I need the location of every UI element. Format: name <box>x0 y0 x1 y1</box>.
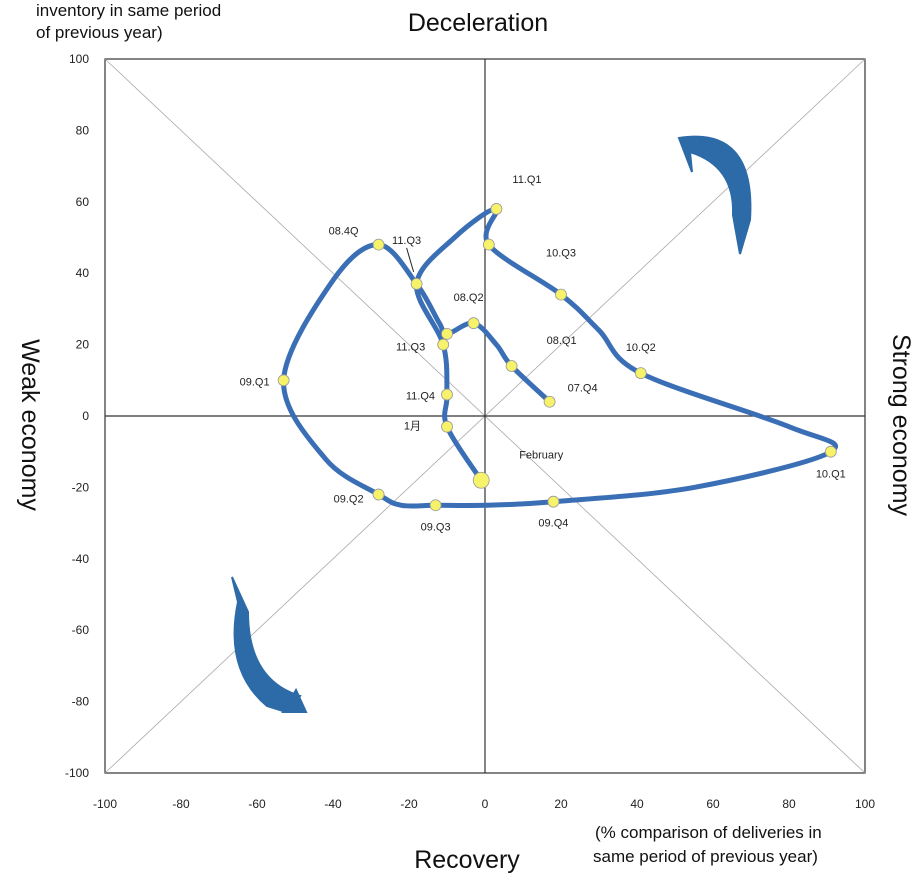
data-point <box>543 395 556 408</box>
xlabel-line-2: same period of previous year) <box>593 847 818 866</box>
y-tick-label: -100 <box>65 766 89 780</box>
data-point <box>441 388 453 401</box>
data-point-label: 11.Q1 <box>512 174 541 186</box>
x-tick-label: 0 <box>482 797 489 811</box>
data-point-label: 11.Q4 <box>406 391 435 403</box>
data-point-label: 10.Q1 <box>816 469 846 481</box>
x-tick-label: 60 <box>706 797 720 811</box>
axes <box>105 59 865 773</box>
x-tick-label: -40 <box>324 797 342 811</box>
data-point <box>505 360 518 372</box>
x-tick-label: 40 <box>630 797 644 811</box>
x-tick-label: 20 <box>554 797 568 811</box>
data-point <box>482 238 495 251</box>
ylabel-line-1: inventory in same period <box>36 1 221 20</box>
label-leader-line <box>406 247 415 273</box>
data-point-label: 08.4Q <box>329 226 359 238</box>
data-point <box>555 288 567 301</box>
data-point-label: 11.Q3 <box>392 235 421 247</box>
data-point <box>429 499 442 512</box>
data-point-label: 08.Q1 <box>547 335 577 347</box>
data-point-label: 09.Q4 <box>538 518 568 530</box>
marker-layer: 07.Q4 08.Q1 08.Q2 08.4Q 09.Q1 09.Q2 09.Q3 09.Q4… <box>240 174 846 533</box>
ylabel-line-2: of previous year) <box>36 23 163 42</box>
y-tick-label: -20 <box>72 480 90 494</box>
data-point-label: 11.Q3 <box>396 342 425 354</box>
arrow-top-right <box>677 135 752 255</box>
y-tick-label: 80 <box>76 123 90 137</box>
data-point-label: 08.Q2 <box>454 292 484 304</box>
data-point-label: 1月 <box>404 421 421 433</box>
x-tick-label: -100 <box>93 797 117 811</box>
data-point-label: 09.Q1 <box>240 376 270 388</box>
data-point-label: 07.Q4 <box>568 383 598 395</box>
data-point <box>410 278 423 290</box>
data-point <box>467 317 480 330</box>
data-point <box>441 327 453 340</box>
quadrant-top-label: Deceleration <box>408 9 548 37</box>
data-point <box>490 203 503 215</box>
data-point-label: 09.Q2 <box>334 494 364 506</box>
cycle-arrows <box>231 135 752 714</box>
y-tick-label: 20 <box>76 338 90 352</box>
x-tick-label: 80 <box>782 797 796 811</box>
data-point <box>372 488 385 501</box>
data-point-label: 10.Q3 <box>546 248 576 260</box>
data-point <box>824 445 837 458</box>
x-tick-label: 100 <box>855 797 875 811</box>
xlabel-line-1: (% comparison of deliveries in <box>595 823 822 842</box>
data-point-label: 09.Q3 <box>421 521 451 533</box>
quadrant-right-label: Strong economy <box>887 334 915 517</box>
x-tick-label: -20 <box>400 797 418 811</box>
x-tick-label: -80 <box>172 797 190 811</box>
arrow-bottom-left <box>231 576 308 714</box>
data-point <box>634 367 647 380</box>
y-tick-label: -60 <box>72 623 90 637</box>
x-tick-label: -60 <box>248 797 266 811</box>
quadrant-left-label: Weak economy <box>16 339 44 511</box>
data-point <box>437 338 450 351</box>
y-tick-label: 100 <box>69 52 89 66</box>
data-point <box>547 495 560 508</box>
quadrant-bottom-label: Recovery <box>414 846 520 874</box>
data-point <box>472 471 490 489</box>
tick-labels: -100 -80 -60 -40 -20 0 20 40 60 80 100 -100 -80 -60 -4… <box>65 52 875 811</box>
y-tick-label: 0 <box>82 409 89 423</box>
y-tick-label: -40 <box>72 552 90 566</box>
data-point <box>372 238 385 251</box>
data-point <box>441 420 453 433</box>
y-tick-label: 40 <box>76 266 90 280</box>
y-tick-label: -80 <box>72 695 90 709</box>
data-point-label: 10.Q2 <box>626 342 656 354</box>
data-point-label: February <box>519 449 564 461</box>
y-tick-label: 60 <box>76 195 90 209</box>
data-point <box>277 374 290 387</box>
